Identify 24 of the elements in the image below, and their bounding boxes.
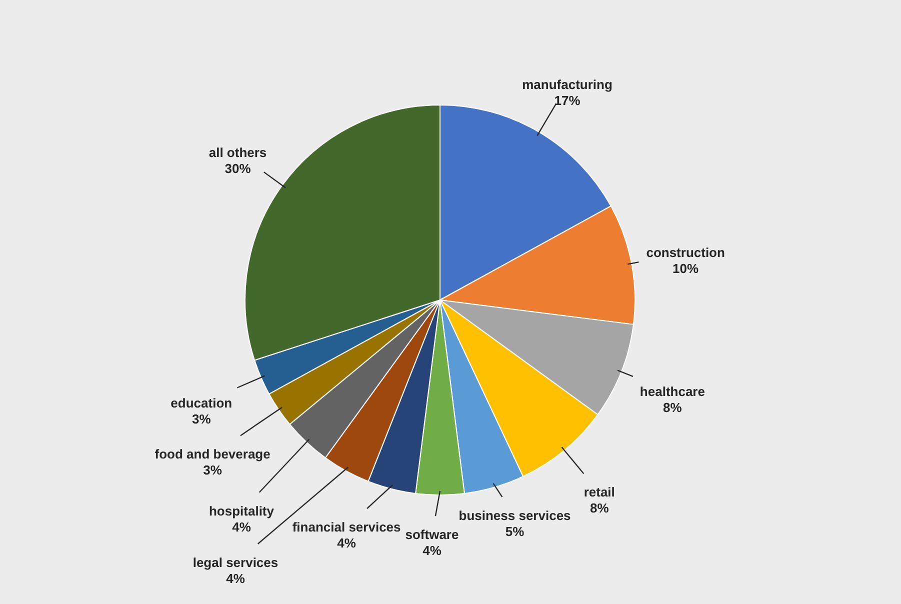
data-label: 5% bbox=[505, 524, 525, 540]
slice-label: all others bbox=[208, 145, 267, 160]
data-label: 8% bbox=[663, 400, 682, 416]
slice-label: hospitality bbox=[208, 503, 275, 518]
slice-label: construction bbox=[646, 245, 725, 260]
slice-label: business services bbox=[458, 508, 571, 524]
slice-label: legal services bbox=[192, 554, 278, 570]
slice-label: healthcare bbox=[640, 384, 705, 400]
slice-label: manufacturing bbox=[522, 76, 612, 92]
slice-label: software bbox=[405, 527, 459, 542]
data-label: 3% bbox=[203, 462, 222, 478]
data-label: 4% bbox=[226, 570, 246, 586]
data-label: 4% bbox=[232, 519, 252, 534]
data-label: 8% bbox=[590, 500, 610, 516]
data-label: 4% bbox=[422, 543, 442, 558]
data-label: 17% bbox=[554, 92, 581, 108]
slice-label: food and beverage bbox=[154, 446, 270, 462]
data-label: 4% bbox=[337, 536, 356, 551]
slice-label: education bbox=[170, 395, 232, 410]
data-label: 30% bbox=[224, 161, 252, 176]
data-label: 10% bbox=[672, 261, 700, 276]
slice-label: financial services bbox=[292, 520, 401, 535]
slice-label: retail bbox=[584, 484, 615, 500]
data-label: 3% bbox=[192, 411, 212, 426]
